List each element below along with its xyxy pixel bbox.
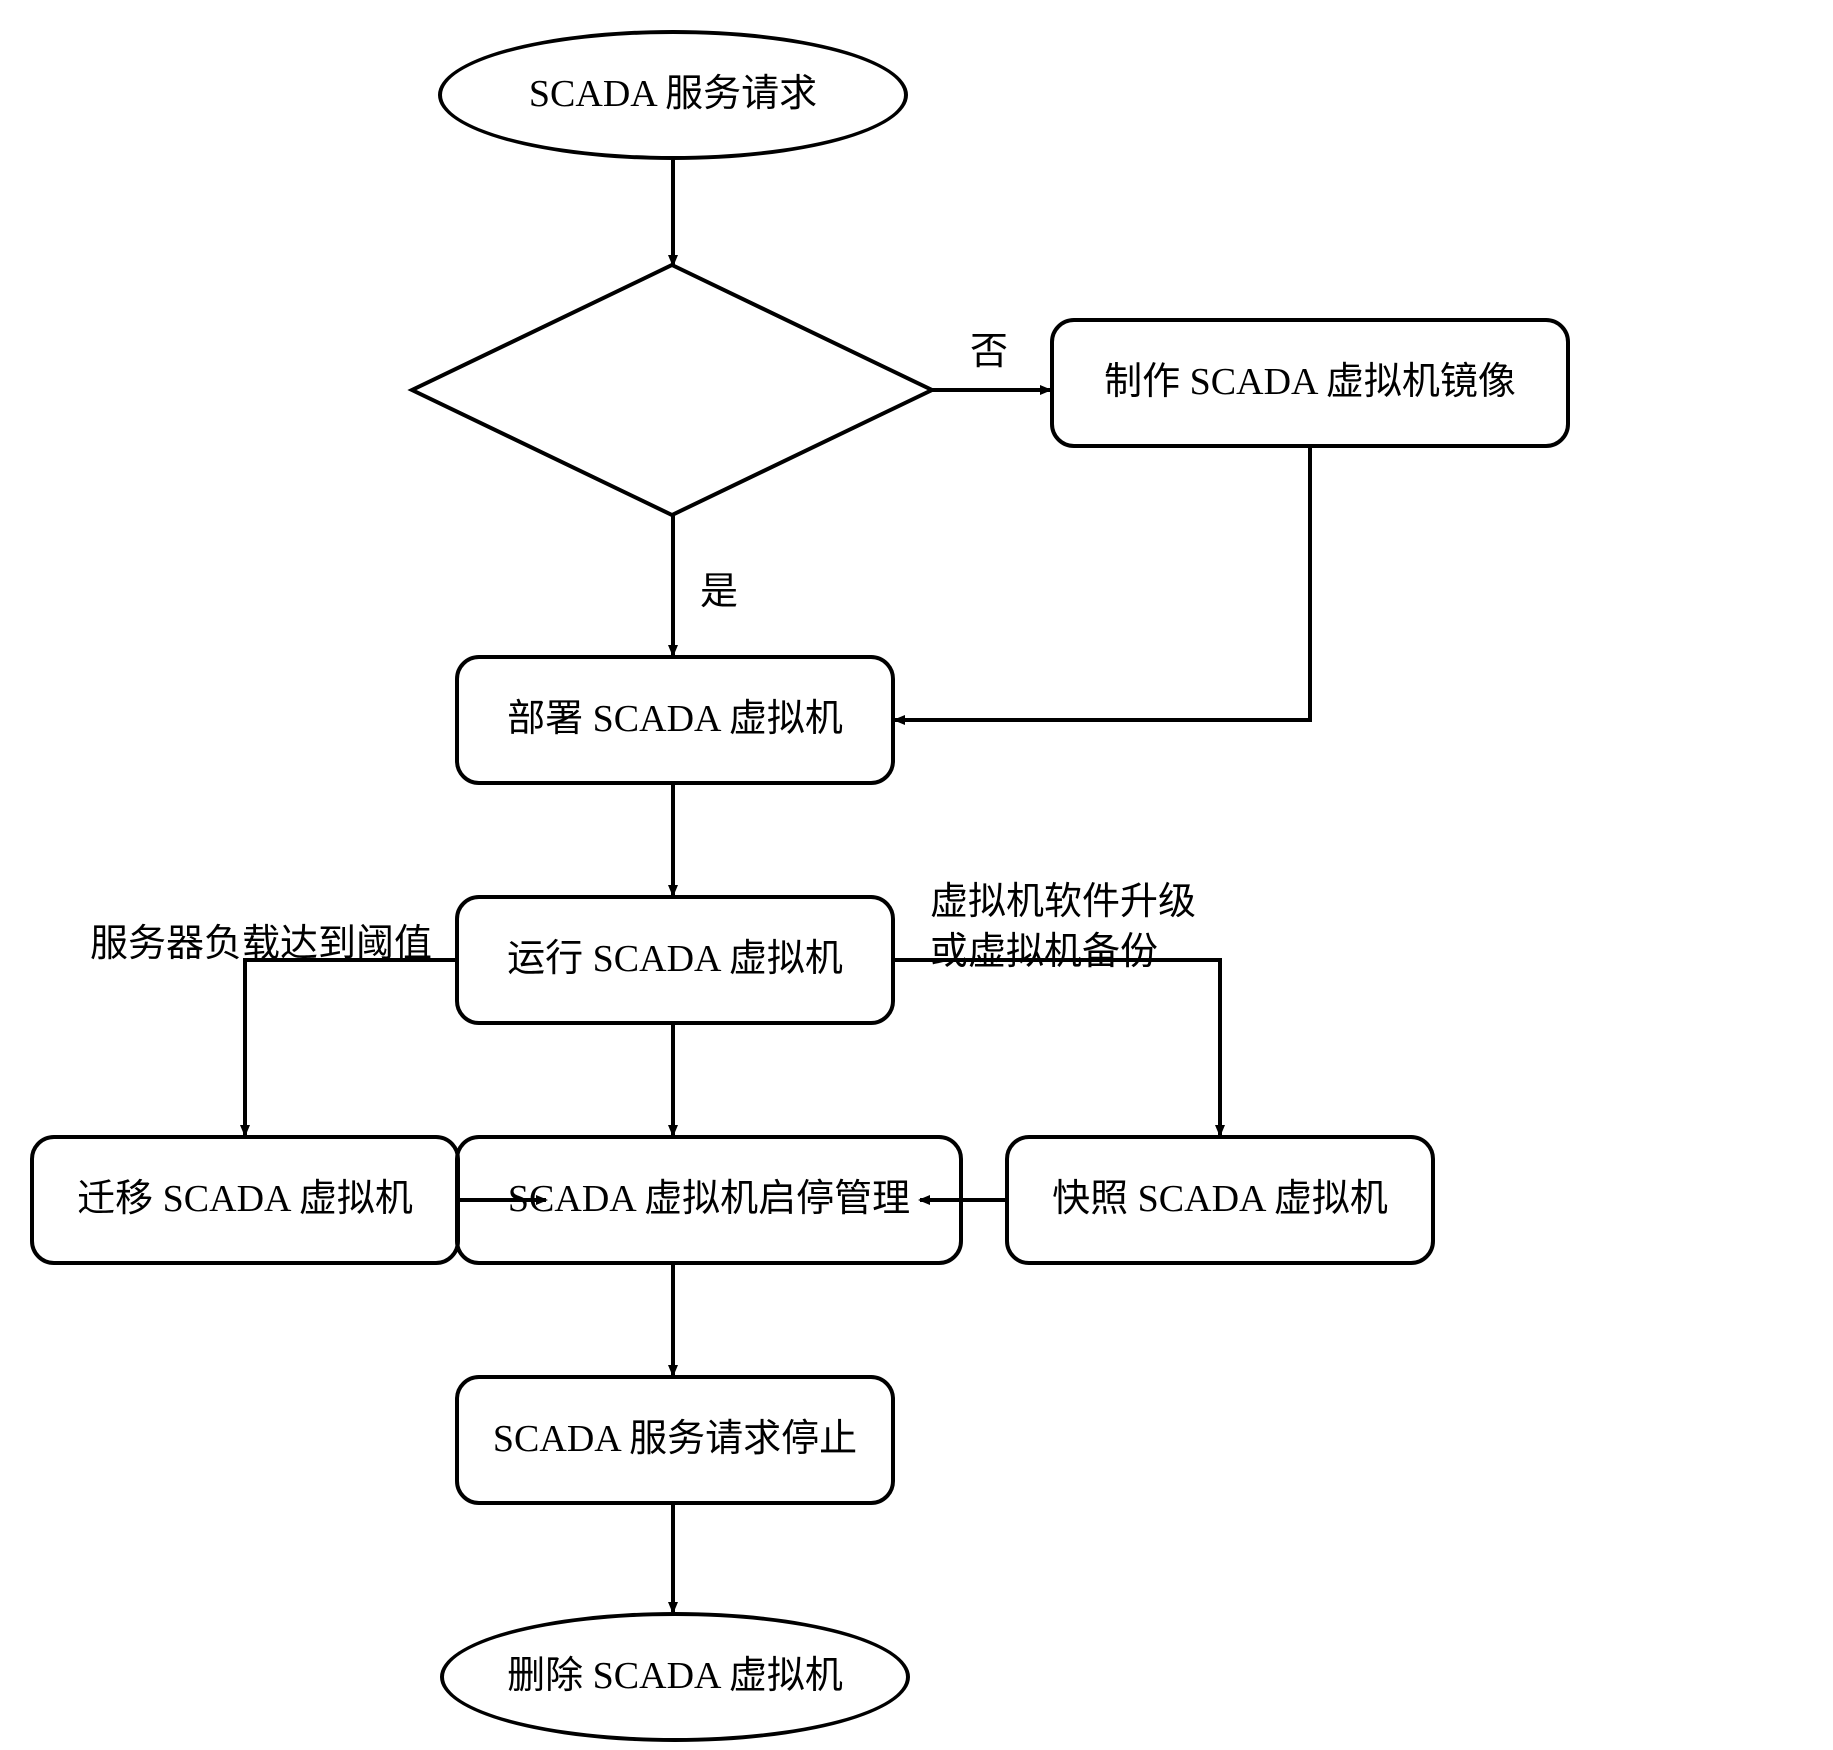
node-make-image: 制作 SCADA 虚拟机镜像 [1050, 318, 1570, 448]
node-deploy: 部署 SCADA 虚拟机 [455, 655, 895, 785]
node-end: 删除 SCADA 虚拟机 [440, 1612, 910, 1742]
edge-label-no: 否 [970, 320, 1008, 375]
node-decision-line1: 是否存在 SCADA [527, 337, 817, 390]
flowchart-canvas: SCADA 服务请求 是否存在 SCADA 镜像模板 制作 SCADA 虚拟机镜… [0, 0, 1833, 1750]
node-deploy-label: 部署 SCADA 虚拟机 [507, 693, 843, 746]
node-migrate-label: 迁移 SCADA 虚拟机 [77, 1173, 413, 1226]
node-run-label: 运行 SCADA 虚拟机 [507, 933, 843, 986]
node-decision-line2: 镜像模板 [596, 390, 748, 443]
edges-overlay [0, 0, 1833, 1750]
edge [895, 448, 1310, 720]
node-start-label: SCADA 服务请求 [529, 68, 817, 121]
node-make-image-label: 制作 SCADA 虚拟机镜像 [1104, 356, 1516, 409]
edge [895, 960, 1220, 1135]
node-start: SCADA 服务请求 [438, 30, 908, 160]
node-stop-request: SCADA 服务请求停止 [455, 1375, 895, 1505]
node-decision-text: 是否存在 SCADA 镜像模板 [412, 265, 932, 515]
node-snapshot: 快照 SCADA 虚拟机 [1005, 1135, 1435, 1265]
edge-label-upgrade-1: 虚拟机软件升级 [930, 870, 1196, 925]
node-manage-label: SCADA 虚拟机启停管理 [508, 1173, 910, 1226]
node-end-label: 删除 SCADA 虚拟机 [507, 1650, 843, 1703]
edge-label-threshold: 服务器负载达到阈值 [90, 912, 432, 967]
edge-label-yes: 是 [700, 560, 738, 615]
node-manage: SCADA 虚拟机启停管理 [455, 1135, 963, 1265]
node-run: 运行 SCADA 虚拟机 [455, 895, 895, 1025]
node-migrate: 迁移 SCADA 虚拟机 [30, 1135, 460, 1265]
node-snapshot-label: 快照 SCADA 虚拟机 [1052, 1173, 1388, 1226]
node-stop-request-label: SCADA 服务请求停止 [493, 1413, 857, 1466]
edge [245, 960, 455, 1135]
edge-label-upgrade-2: 或虚拟机备份 [930, 920, 1158, 975]
